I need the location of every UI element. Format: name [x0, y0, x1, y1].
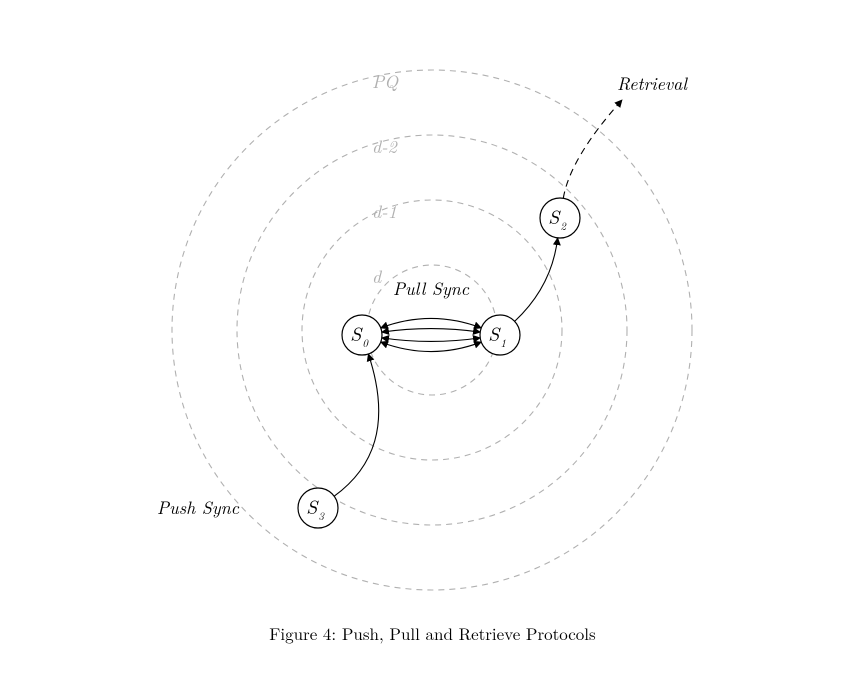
edge-push-sync [334, 354, 379, 496]
edge-label-retrieval: Retrieval [617, 71, 688, 96]
ring-label-d-1: d-1 [372, 199, 397, 224]
figure-caption: Figure 4: Push, Pull and Retrieve Protoc… [269, 621, 596, 645]
ring-PQ [172, 70, 692, 590]
ring-label-d-2: d-2 [372, 134, 398, 159]
ring-label-PQ: PQ [372, 69, 399, 94]
edge-label-push-sync: Push Sync [157, 495, 240, 520]
edge-S0-S1-3 [381, 318, 482, 327]
edge-S0-S1-0 [381, 342, 482, 351]
edge-label-pull-sync: Pull Sync [393, 276, 470, 301]
ring-label-d: d [372, 264, 383, 289]
ring-d-2 [237, 135, 627, 525]
ring-d-1 [302, 200, 562, 460]
edge-S0-S1-2 [382, 329, 480, 333]
edge-s1-s2 [515, 238, 558, 321]
edge-S0-S1-1 [382, 338, 480, 342]
edge-retrieval [563, 100, 622, 198]
